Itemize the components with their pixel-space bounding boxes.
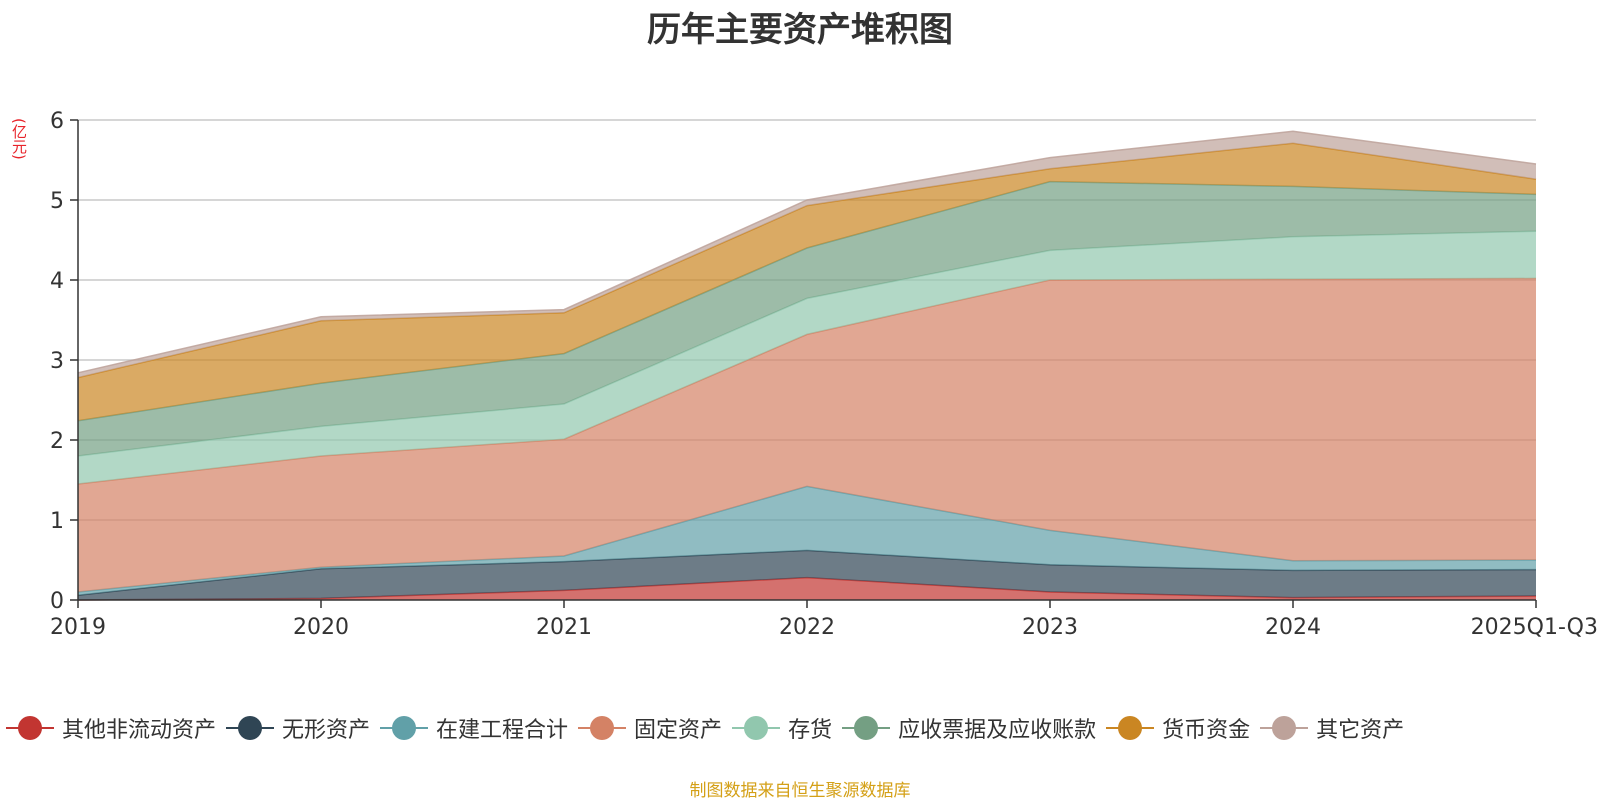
legend-label: 货币资金 [1162,718,1251,743]
area-series [77,130,1537,601]
legend-marker-icon [578,714,627,742]
data-source-note: 制图数据来自恒生聚源数据库 [689,781,911,801]
legend-marker-icon [732,714,781,742]
legend-marker-dot [18,716,42,740]
legend-marker-icon [842,714,891,742]
x-tick-label: 2019 [50,615,106,640]
legend-item[interactable]: 在建工程合计 [380,712,568,744]
legend-marker-dot [238,716,263,740]
axes: 0 1 2 3 4 5 6 2019 2020 2021 2022 2023 2024 2025Q1-Q3 [50,109,1598,640]
x-tick-label: 2025Q1-Q3 [1471,615,1598,640]
legend-marker-dot [854,716,879,740]
legend-item[interactable]: 其他非流动资产 [6,712,216,744]
x-tick-label: 2023 [1022,615,1078,640]
legend: 其他非流动资产 无形资产 在建工程合计 固定资产 存货 应收票据及应收账款 货币资金 其它资产 [6,712,1600,744]
x-tick-label: 2021 [536,615,592,640]
y-tick-label: 2 [50,429,64,454]
y-axis-unit-label: (亿元) [10,118,28,160]
area-series-在建工程合计 [78,486,1536,596]
x-tick-label: 2020 [293,615,349,640]
legend-marker-dot [1118,716,1143,740]
legend-label: 固定资产 [634,718,723,743]
legend-marker-dot [744,716,769,740]
legend-item[interactable]: 其它资产 [1260,712,1404,744]
legend-marker-dot [590,716,615,740]
legend-label: 在建工程合计 [436,718,569,743]
legend-label: 无形资产 [282,718,371,743]
legend-marker-icon [6,714,54,742]
legend-item[interactable]: 固定资产 [578,712,722,744]
legend-label: 应收票据及应收账款 [898,718,1097,743]
area-series-其它资产 [78,131,1536,378]
legend-item[interactable]: 应收票据及应收账款 [842,712,1096,744]
y-tick-label: 3 [50,349,64,374]
legend-marker-dot [1272,716,1297,740]
x-tick-label: 2022 [779,615,835,640]
legend-marker-icon [1260,714,1309,742]
legend-item[interactable]: 无形资产 [226,712,370,744]
chart-title: 历年主要资产堆积图 [647,10,953,50]
area-series-应收票据及应收账款 [78,181,1536,456]
legend-marker-icon [1106,714,1155,742]
legend-label: 其他非流动资产 [62,718,217,743]
y-tick-label: 0 [50,589,64,614]
legend-label: 存货 [788,718,833,743]
legend-marker-icon [226,714,275,742]
legend-item[interactable]: 货币资金 [1106,712,1250,744]
y-tick-label: 1 [50,509,64,534]
area-series-货币资金 [78,143,1536,421]
legend-label: 其它资产 [1316,718,1405,743]
legend-marker-icon [380,714,429,742]
legend-item[interactable]: 存货 [732,712,832,744]
area-series-固定资产 [78,278,1536,592]
x-tick-label: 2024 [1265,615,1321,640]
series-line-其它资产 [77,130,1537,374]
legend-marker-dot [392,716,417,740]
y-tick-label: 4 [50,269,64,294]
y-tick-label: 5 [50,189,64,214]
y-tick-label: 6 [50,109,64,134]
area-series-无形资产 [78,550,1536,600]
area-series-存货 [78,231,1536,484]
